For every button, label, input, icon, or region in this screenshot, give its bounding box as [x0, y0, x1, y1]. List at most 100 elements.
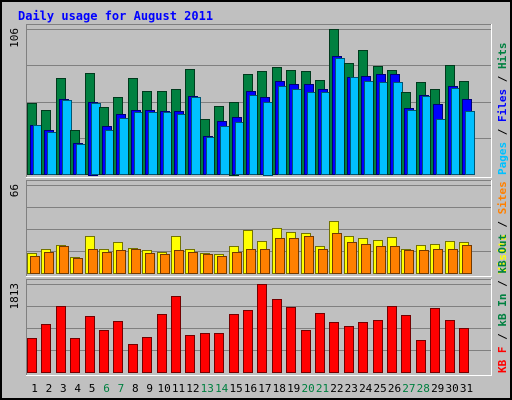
bar-kb-f: [344, 326, 354, 373]
legend-entry: /: [496, 274, 509, 294]
bar-sites: [260, 249, 270, 274]
x-tick-label: 15: [229, 382, 242, 395]
bar-sites: [332, 233, 342, 274]
bar-sites: [419, 250, 429, 274]
bar-pages: [220, 126, 230, 175]
x-tick-label: 25: [373, 382, 386, 395]
x-tick-label: 20: [301, 382, 314, 395]
bar-pages: [47, 132, 57, 175]
bar-sites: [433, 249, 443, 274]
bar-kb-f: [373, 320, 383, 373]
x-tick-label: 28: [417, 382, 430, 395]
bar-pages: [119, 118, 129, 175]
x-tick-label: 18: [273, 382, 286, 395]
x-tick-label: 10: [157, 382, 170, 395]
bar-kb-f: [445, 320, 455, 373]
legend-entry: kB Out: [496, 234, 509, 274]
bar-sites: [246, 249, 256, 274]
bar-sites: [102, 252, 112, 274]
bar-sites: [59, 246, 69, 274]
bar-sites: [174, 250, 184, 274]
legend-entry: /: [496, 122, 509, 142]
bar-pages: [292, 89, 302, 175]
bar-sites: [131, 249, 141, 274]
bar-sites: [203, 254, 213, 274]
bar-kb-f: [142, 337, 152, 373]
bar-kb-f: [229, 314, 239, 373]
bar-sites: [275, 238, 285, 274]
legend-entry: /: [496, 327, 509, 347]
legend-entry: /: [496, 69, 509, 89]
bar-sites: [232, 252, 242, 274]
bar-pages: [148, 112, 158, 175]
x-tick-label: 26: [388, 382, 401, 395]
bar-sites: [145, 253, 155, 274]
bar-kb-f: [315, 313, 325, 373]
bar-sites: [44, 252, 54, 274]
legend-entry: Files: [496, 89, 509, 122]
bar-kb-f: [387, 306, 397, 373]
bar-kb-f: [401, 315, 411, 373]
bar-kb-f: [430, 308, 440, 373]
bar-kb-f: [257, 284, 267, 373]
x-tick-label: 13: [201, 382, 214, 395]
bar-kb-f: [171, 296, 181, 373]
bar-kb-f: [301, 330, 311, 373]
x-tick-label: 3: [60, 382, 67, 395]
bar-kb-f: [243, 310, 253, 373]
panel-1: 106 Pages / Files / Hits: [8, 24, 509, 178]
bar-kb-f: [85, 316, 95, 373]
bar-kb-f: [200, 333, 210, 373]
x-tick-label: 12: [186, 382, 199, 395]
x-tick-label: 2: [46, 382, 53, 395]
legend-entry: kB In: [496, 294, 509, 327]
bar-pages: [436, 119, 446, 175]
bar-sites: [88, 249, 98, 274]
x-tick-label: 16: [244, 382, 257, 395]
legend-entry: /: [496, 214, 509, 234]
x-tick-label: 9: [146, 382, 153, 395]
y-max-label: 66: [8, 184, 21, 197]
x-tick-label: 6: [103, 382, 110, 395]
y-max-label: 1813: [8, 283, 21, 310]
legend-entry: Hits: [496, 43, 509, 70]
legend-entry: KB F: [496, 347, 509, 374]
x-tick-label: 11: [172, 382, 185, 395]
bar-sites: [30, 256, 40, 274]
chart-title: Daily usage for August 2011: [18, 9, 213, 23]
series-legend: Pages / Files / Hits: [496, 43, 509, 176]
series-legend: Visits / Sites: [496, 181, 509, 274]
series-legend: KB F / kB In / kB Out: [496, 234, 509, 373]
bar-pages: [191, 97, 201, 175]
x-tick-label: 24: [359, 382, 373, 395]
bar-kb-f: [99, 330, 109, 373]
bar-sites: [289, 238, 299, 274]
bar-pages: [263, 102, 273, 176]
bar-sites: [390, 246, 400, 274]
y-max-label: 106: [8, 28, 21, 48]
bar-sites: [73, 258, 83, 274]
x-tick-label: 14: [215, 382, 229, 395]
legend-entry: Visits: [496, 234, 509, 274]
bar-pages: [465, 111, 475, 175]
bar-pages: [76, 144, 86, 175]
bar-kb-f: [358, 322, 368, 373]
bar-kb-f: [113, 321, 123, 373]
bar-kb-f: [416, 340, 426, 373]
panel-2: 66 Visits / Sites: [8, 180, 509, 277]
bar-pages: [335, 58, 345, 175]
x-tick-label: 7: [118, 382, 125, 395]
x-tick-label: 21: [316, 382, 329, 395]
x-tick-labels: 1 2 3 4 5 6 7 8 9 10 11 12 13 14 15 16 17 18 19 20 21 22 23 24 2…: [31, 382, 473, 395]
bar-kb-f: [157, 314, 167, 373]
bar-kb-f: [272, 299, 282, 373]
x-tick-label: 29: [431, 382, 444, 395]
legend-entry: Pages: [496, 142, 509, 175]
x-tick-label: 23: [345, 382, 358, 395]
x-tick-label: 1: [31, 382, 38, 395]
bar-pages: [407, 110, 417, 175]
legend-entry: Sites: [496, 181, 509, 214]
x-tick-label: 17: [258, 382, 271, 395]
